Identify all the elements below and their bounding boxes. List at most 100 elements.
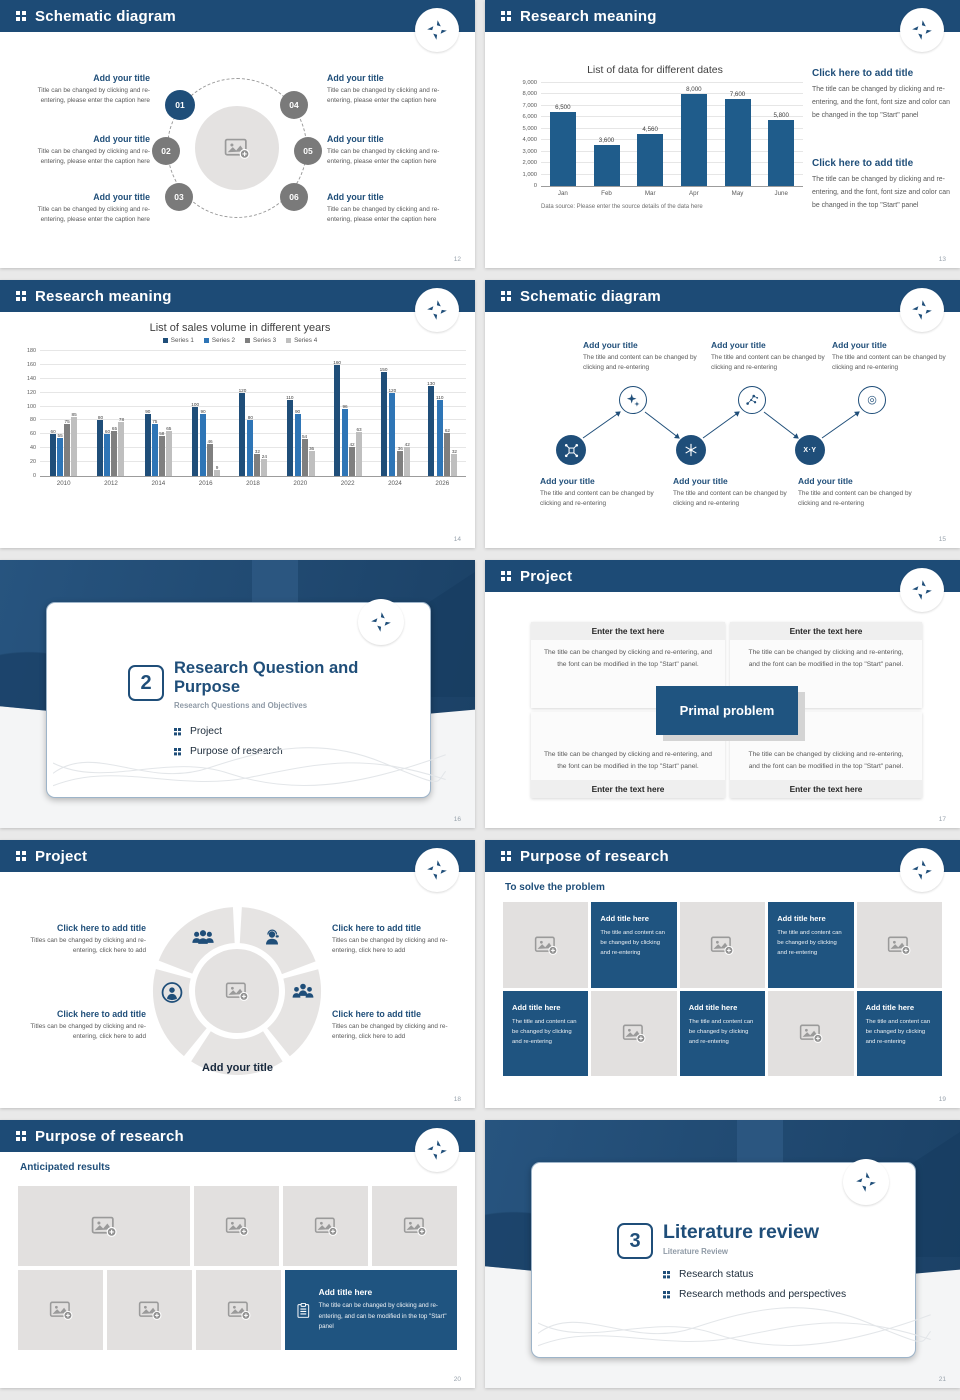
image-cell — [679, 902, 766, 988]
cell-title: Add title here — [865, 1002, 915, 1012]
slide-thumbnail-13[interactable]: Research meaning List of data for differ… — [485, 0, 960, 268]
header-dots-icon — [501, 571, 511, 581]
feature-text: Add title here The title can be changed … — [319, 1287, 447, 1333]
section-number: 2 — [128, 665, 164, 701]
slide-thumbnail-17[interactable]: Project Enter the text here The title ca… — [485, 560, 960, 828]
header-dots-icon — [16, 291, 26, 301]
circle-item-text: Add your title Title can be changed by c… — [327, 73, 463, 107]
bullet-dots-icon — [174, 748, 181, 755]
slide-title: Research meaning — [520, 7, 657, 25]
item-title: Add your title — [93, 192, 150, 202]
slide-header-band: Project — [0, 840, 475, 872]
corner-title: Click here to add title — [57, 923, 146, 933]
image-cell — [768, 990, 854, 1076]
pinwheel-logo — [415, 848, 459, 892]
image-placeholder-icon — [314, 1216, 338, 1236]
text-section: Click here to add title The title can be… — [812, 158, 950, 212]
step-title: Add your title — [583, 340, 638, 350]
image-placeholder-icon — [49, 1300, 73, 1320]
bullet-dots-icon — [174, 728, 181, 735]
cell-body: The title and content can be changed by … — [512, 1018, 577, 1045]
header-dots-icon — [16, 11, 26, 21]
slide-thumbnail-18[interactable]: Project Click here to add title Titles c… — [0, 840, 475, 1108]
item-title: Add your title — [327, 73, 384, 83]
step-body: The title and content can be changed by … — [832, 354, 946, 372]
slide-title: Research meaning — [35, 287, 172, 305]
image-placeholder-icon — [225, 1216, 249, 1236]
card-body: The title can be changed by clicking and… — [543, 750, 713, 770]
card-body: The title can be changed by clicking and… — [748, 649, 904, 669]
bullet-dots-icon — [663, 1271, 670, 1278]
bar-chart-dates: List of data for different dates 0 1,000 2,… — [507, 64, 803, 210]
image-tile — [196, 1270, 281, 1350]
step-text: Add your title The title and content can… — [583, 340, 705, 374]
page-number: 13 — [938, 256, 946, 263]
slide-thumbnail-19[interactable]: Purpose of research To solve the problem… — [485, 840, 960, 1108]
image-tile — [107, 1270, 192, 1350]
image-tile — [372, 1186, 457, 1266]
center-image-placeholder — [195, 106, 279, 190]
section-title: Click here to add title — [812, 68, 914, 79]
diagram-node: 05 — [294, 137, 322, 165]
slide-thumbnail-12[interactable]: Schematic diagram Add your title Title c… — [0, 0, 475, 268]
page-number: 19 — [938, 1096, 946, 1103]
step-text: Add your title The title and content can… — [798, 476, 920, 510]
corner-title: Click here to add title — [332, 1009, 421, 1019]
header-dots-icon — [16, 1131, 26, 1141]
diagram-node: 04 — [280, 91, 308, 119]
card-header: Enter the text here — [730, 780, 922, 798]
corner-title: Click here to add title — [57, 1009, 146, 1019]
image-cell — [591, 990, 677, 1076]
cell-body: The title and content can be changed by … — [688, 1018, 754, 1045]
slide-title: Purpose of research — [35, 1127, 184, 1145]
person-in-circle-icon — [161, 982, 183, 1009]
step-node — [738, 386, 766, 414]
step-title: Add your title — [540, 476, 595, 486]
sparkles-icon — [626, 393, 640, 407]
slide-thumbnail-20[interactable]: Purpose of research Anticipated results … — [0, 1120, 475, 1388]
wheel-diagram — [150, 904, 324, 1078]
step-text: Add your title The title and content can… — [540, 476, 662, 510]
item-caption: Title can be changed by clicking and re-… — [327, 206, 440, 224]
circle-item-text: Add your title Title can be changed by c… — [14, 73, 150, 107]
target-icon: ◎ — [867, 393, 877, 406]
step-body: The title and content can be changed by … — [798, 490, 912, 508]
step-body: The title and content can be changed by … — [673, 490, 787, 508]
step-body: The title and content can be changed by … — [583, 354, 697, 372]
image-placeholder-icon — [224, 137, 250, 159]
slide-thumbnail-15[interactable]: Schematic diagram X·Y — [485, 280, 960, 548]
text-section: Click here to add title The title can be… — [812, 68, 950, 122]
page-number: 20 — [453, 1376, 461, 1383]
step-body: The title and content can be changed by … — [540, 490, 654, 508]
section-title: Research Question and Purpose — [174, 659, 359, 696]
support-agent-icon — [262, 928, 282, 952]
item-caption: Title can be changed by clicking and re-… — [327, 87, 440, 105]
slide-title: Schematic diagram — [520, 287, 661, 305]
image-placeholder-icon — [534, 935, 558, 955]
header-dots-icon — [501, 851, 511, 861]
item-title: Add your title — [93, 73, 150, 83]
pinwheel-logo — [900, 288, 944, 332]
slide-title: Schematic diagram — [35, 7, 176, 25]
pinwheel-logo — [358, 599, 404, 645]
item-caption: Title can be changed by clicking and re-… — [37, 87, 150, 105]
slide-subtitle: To solve the problem — [505, 882, 605, 893]
section-title: Literature review — [663, 1221, 820, 1243]
corner-body: Titles can be changed by clicking and re… — [30, 1023, 146, 1041]
card-header: Enter the text here — [531, 780, 725, 798]
image-tile — [283, 1186, 368, 1266]
slide-header-band: Schematic diagram — [0, 0, 475, 32]
feature-body: The title can be changed by clicking and… — [318, 1302, 447, 1331]
corner-body: Titles can be changed by clicking and re… — [332, 1023, 448, 1041]
cell-body: The title and content can be changed by … — [777, 930, 842, 957]
wave-decoration — [53, 747, 446, 787]
image-placeholder-icon — [225, 981, 249, 1001]
slide-thumbnail-16[interactable]: 2 Research Question and Purpose Research… — [0, 560, 475, 828]
slide-thumbnail-14[interactable]: Research meaning List of sales volume in… — [0, 280, 475, 548]
cell-body: The title and content can be changed by … — [865, 1018, 931, 1045]
card-body: The title can be changed by clicking and… — [543, 649, 713, 669]
diagram-node: 02 — [152, 137, 180, 165]
step-text: Add your title The title and content can… — [673, 476, 795, 510]
slide-thumbnail-21[interactable]: 3 Literature review Literature Review Re… — [485, 1120, 960, 1388]
